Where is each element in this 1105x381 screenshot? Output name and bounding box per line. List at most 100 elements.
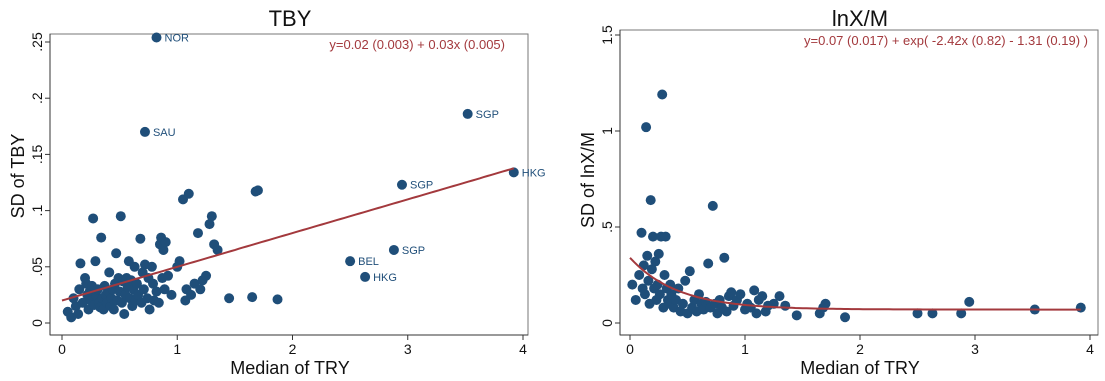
y-tick-label: .2	[29, 92, 45, 104]
data-point	[131, 278, 142, 289]
data-point	[116, 297, 127, 308]
data-point	[927, 308, 938, 319]
data-point	[636, 227, 647, 238]
y-tick-label: .5	[599, 221, 615, 233]
data-point	[719, 252, 730, 263]
data-point	[735, 289, 746, 300]
data-point	[650, 256, 661, 267]
data-point	[151, 32, 162, 43]
data-point	[166, 289, 177, 300]
data-point	[680, 275, 691, 286]
data-point	[388, 244, 399, 255]
data-point	[119, 309, 130, 320]
data-point	[703, 258, 714, 269]
x-tick-label: 0	[58, 341, 66, 357]
data-point	[1075, 302, 1086, 313]
data-point	[96, 232, 107, 243]
data-point	[73, 309, 84, 320]
data-point	[224, 293, 235, 304]
data-point	[151, 286, 162, 297]
plot-frame	[619, 29, 1099, 336]
y-tick-label: 1	[599, 127, 615, 135]
x-axis-label: Median of TRY	[800, 358, 919, 378]
y-tick-label: 0	[599, 319, 615, 327]
y-tick-label: .05	[29, 257, 45, 277]
chart-title: TBY	[269, 6, 312, 31]
data-point	[774, 291, 785, 302]
data-point	[677, 298, 688, 309]
chart-panel-lnxm: lnX/M SD of lnX/M Median of TRY y=0.07 (…	[578, 6, 1099, 378]
x-tick-label: 1	[741, 341, 749, 357]
y-tick-label: 1.5	[599, 25, 615, 45]
x-tick-label: 2	[289, 341, 297, 357]
data-point	[659, 270, 670, 280]
data-point	[840, 312, 851, 323]
x-tick-label: 3	[404, 341, 412, 357]
data-point	[653, 248, 664, 259]
regression-annotation: y=0.02 (0.003) + 0.03x (0.005)	[329, 37, 505, 52]
data-point	[360, 271, 371, 282]
data-point	[135, 233, 146, 244]
data-point	[139, 126, 150, 137]
data-point	[964, 296, 975, 307]
y-axis-label: SD of lnX/M	[578, 132, 598, 228]
data-point	[684, 266, 695, 277]
data-point	[272, 294, 283, 305]
chart-panel-tby: TBY SD of TBY Median of TRY y=0.02 (0.00…	[8, 6, 546, 378]
data-point	[627, 279, 638, 290]
x-axis-label: Median of TRY	[230, 358, 349, 378]
data-point	[462, 108, 473, 119]
data-point	[163, 270, 174, 281]
x-tick-label: 2	[856, 341, 864, 357]
y-tick-label: .15	[29, 144, 45, 164]
data-point	[707, 200, 718, 211]
data-point	[639, 289, 650, 300]
y-tick-label: .1	[29, 205, 45, 217]
data-point	[643, 275, 654, 286]
data-point	[144, 304, 155, 315]
data-point	[212, 244, 223, 255]
data-point	[345, 256, 356, 267]
data-point	[634, 270, 645, 280]
data-point	[956, 308, 967, 319]
data-point	[247, 292, 258, 303]
data-point	[148, 278, 159, 289]
regression-annotation: y=0.07 (0.017) + exp( -2.42x (0.82) - 1.…	[804, 33, 1088, 48]
data-point	[108, 304, 119, 315]
data-point	[146, 261, 157, 272]
data-point	[252, 185, 263, 196]
data-point	[204, 219, 215, 230]
x-tick-label: 3	[971, 341, 979, 357]
data-point	[158, 244, 169, 255]
data-point	[641, 122, 652, 133]
y-tick-label: .25	[29, 32, 45, 52]
y-tick-label: 0	[29, 319, 45, 327]
data-point	[645, 195, 656, 206]
point-label: HKG	[373, 272, 397, 284]
data-point	[153, 297, 164, 308]
data-point	[186, 289, 197, 300]
x-tick-label: 4	[519, 341, 527, 357]
data-point	[648, 231, 658, 242]
data-point	[791, 310, 802, 321]
data-point	[75, 258, 86, 269]
point-label: SGP	[476, 109, 499, 121]
data-point	[129, 261, 140, 272]
x-tick-label: 4	[1086, 341, 1094, 357]
point-label: SGP	[402, 245, 425, 257]
data-point	[654, 289, 665, 300]
data-point	[183, 188, 194, 199]
data-point	[111, 248, 122, 259]
fit-line	[61, 167, 515, 302]
data-point	[104, 267, 115, 278]
data-point	[721, 306, 732, 317]
data-point	[195, 284, 206, 295]
data-point	[88, 213, 99, 224]
x-tick-label: 0	[626, 341, 634, 357]
data-point	[159, 284, 170, 295]
data-point	[77, 297, 88, 308]
data-point	[726, 287, 737, 298]
data-point	[912, 308, 923, 319]
plot-area: 0 .5 1 1.5 0 1 2 3 4	[599, 25, 1099, 357]
